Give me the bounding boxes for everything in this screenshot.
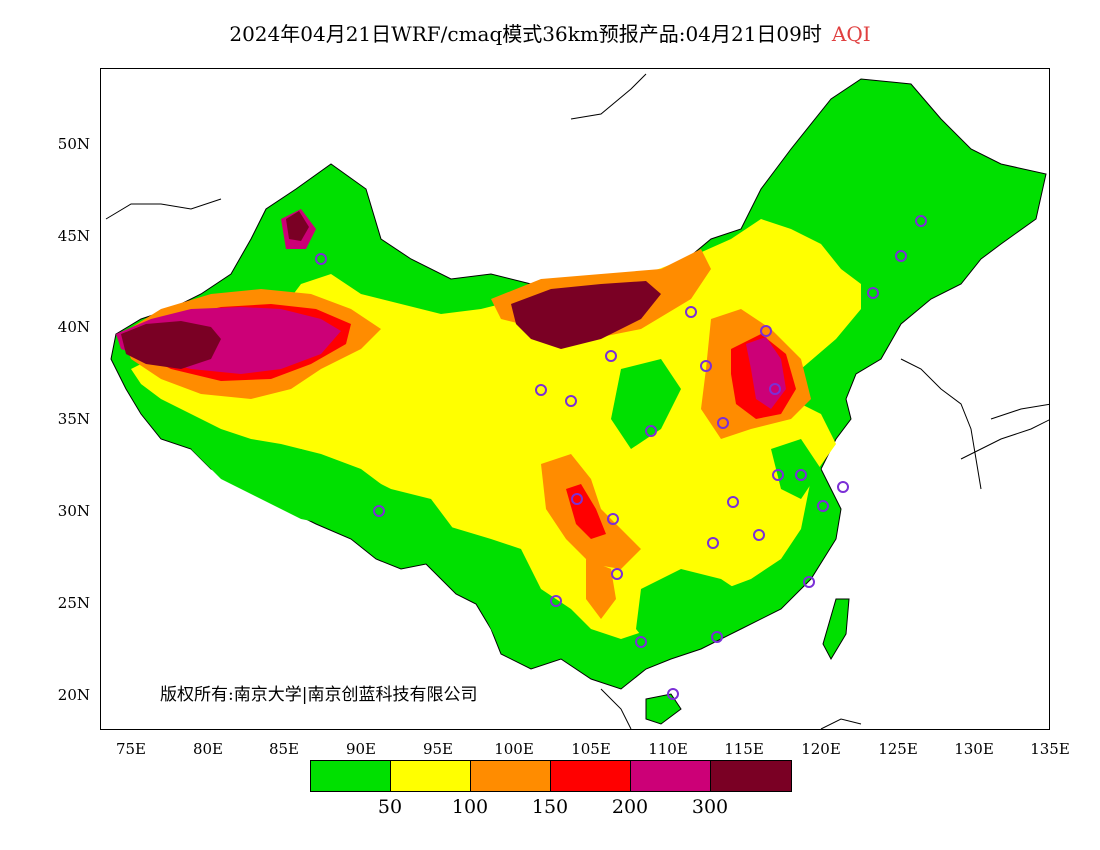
- aqi-legend-bar: [310, 760, 792, 792]
- magenta-zone-northchina: [746, 337, 786, 409]
- lon-label-100e: 100E: [494, 740, 534, 758]
- lon-label-90e: 90E: [345, 740, 377, 758]
- lon-label-120e: 120E: [801, 740, 841, 758]
- lat-label-35n: 35N: [57, 410, 90, 428]
- green-patch-east: [771, 439, 821, 499]
- lat-label-30n: 30N: [57, 502, 90, 520]
- lon-label-135e: 135E: [1030, 740, 1070, 758]
- legend-swatch-orange: [471, 761, 551, 791]
- lat-label-45n: 45N: [57, 227, 90, 245]
- title-variable: AQI: [831, 22, 871, 46]
- legend-swatch-green: [311, 761, 391, 791]
- lon-label-85e: 85E: [268, 740, 300, 758]
- aqi-map: [105, 73, 1049, 729]
- orange-zone-yunnan: [586, 559, 616, 619]
- coastline-korea-japan: [900, 358, 1049, 490]
- lon-label-125e: 125E: [878, 740, 918, 758]
- maroon-zone-north-xinjiang: [286, 211, 309, 241]
- coastline-north: [570, 73, 647, 120]
- title-main: 2024年04月21日WRF/cmaq模式36km预报产品:04月21日09时: [229, 22, 822, 46]
- legend-swatch-yellow: [391, 761, 471, 791]
- lon-label-130e: 130E: [954, 740, 994, 758]
- map-frame: [100, 68, 1050, 730]
- lon-label-115e: 115E: [724, 740, 764, 758]
- lat-label-50n: 50N: [57, 135, 90, 153]
- legend-label-300: 300: [691, 796, 729, 818]
- map-title: 2024年04月21日WRF/cmaq模式36km预报产品:04月21日09时 A…: [0, 18, 1100, 47]
- maroon-zone-xinjiang: [121, 321, 221, 369]
- lat-label-25n: 25N: [57, 594, 90, 612]
- legend-label-100: 100: [451, 796, 489, 818]
- green-patch-central: [611, 359, 681, 449]
- lon-label-75e: 75E: [115, 740, 147, 758]
- lat-label-20n: 20N: [57, 686, 90, 704]
- green-patch-tibet: [191, 449, 461, 559]
- legend-swatch-magenta: [631, 761, 711, 791]
- island-hainan: [645, 693, 682, 725]
- legend-label-200: 200: [611, 796, 649, 818]
- legend-label-150: 150: [531, 796, 569, 818]
- island-taiwan: [822, 598, 850, 661]
- coastline-southeast-asia: [600, 688, 862, 729]
- coastline-west: [105, 198, 222, 220]
- green-patch-south: [636, 569, 751, 654]
- lon-label-95e: 95E: [422, 740, 454, 758]
- lon-label-80e: 80E: [192, 740, 224, 758]
- maroon-zone-innermongolia: [511, 281, 661, 349]
- legend-label-50: 50: [377, 796, 403, 818]
- lat-label-40n: 40N: [57, 318, 90, 336]
- legend-swatch-maroon: [711, 761, 791, 791]
- red-zone-sichuan: [566, 484, 606, 539]
- copyright-text: 版权所有:南京大学|南京创蓝科技有限公司: [160, 685, 478, 705]
- legend-swatch-red: [551, 761, 631, 791]
- lon-label-105e: 105E: [571, 740, 611, 758]
- station-markers: [315, 215, 927, 700]
- lon-label-110e: 110E: [648, 740, 688, 758]
- green-patch-southwest: [486, 589, 551, 659]
